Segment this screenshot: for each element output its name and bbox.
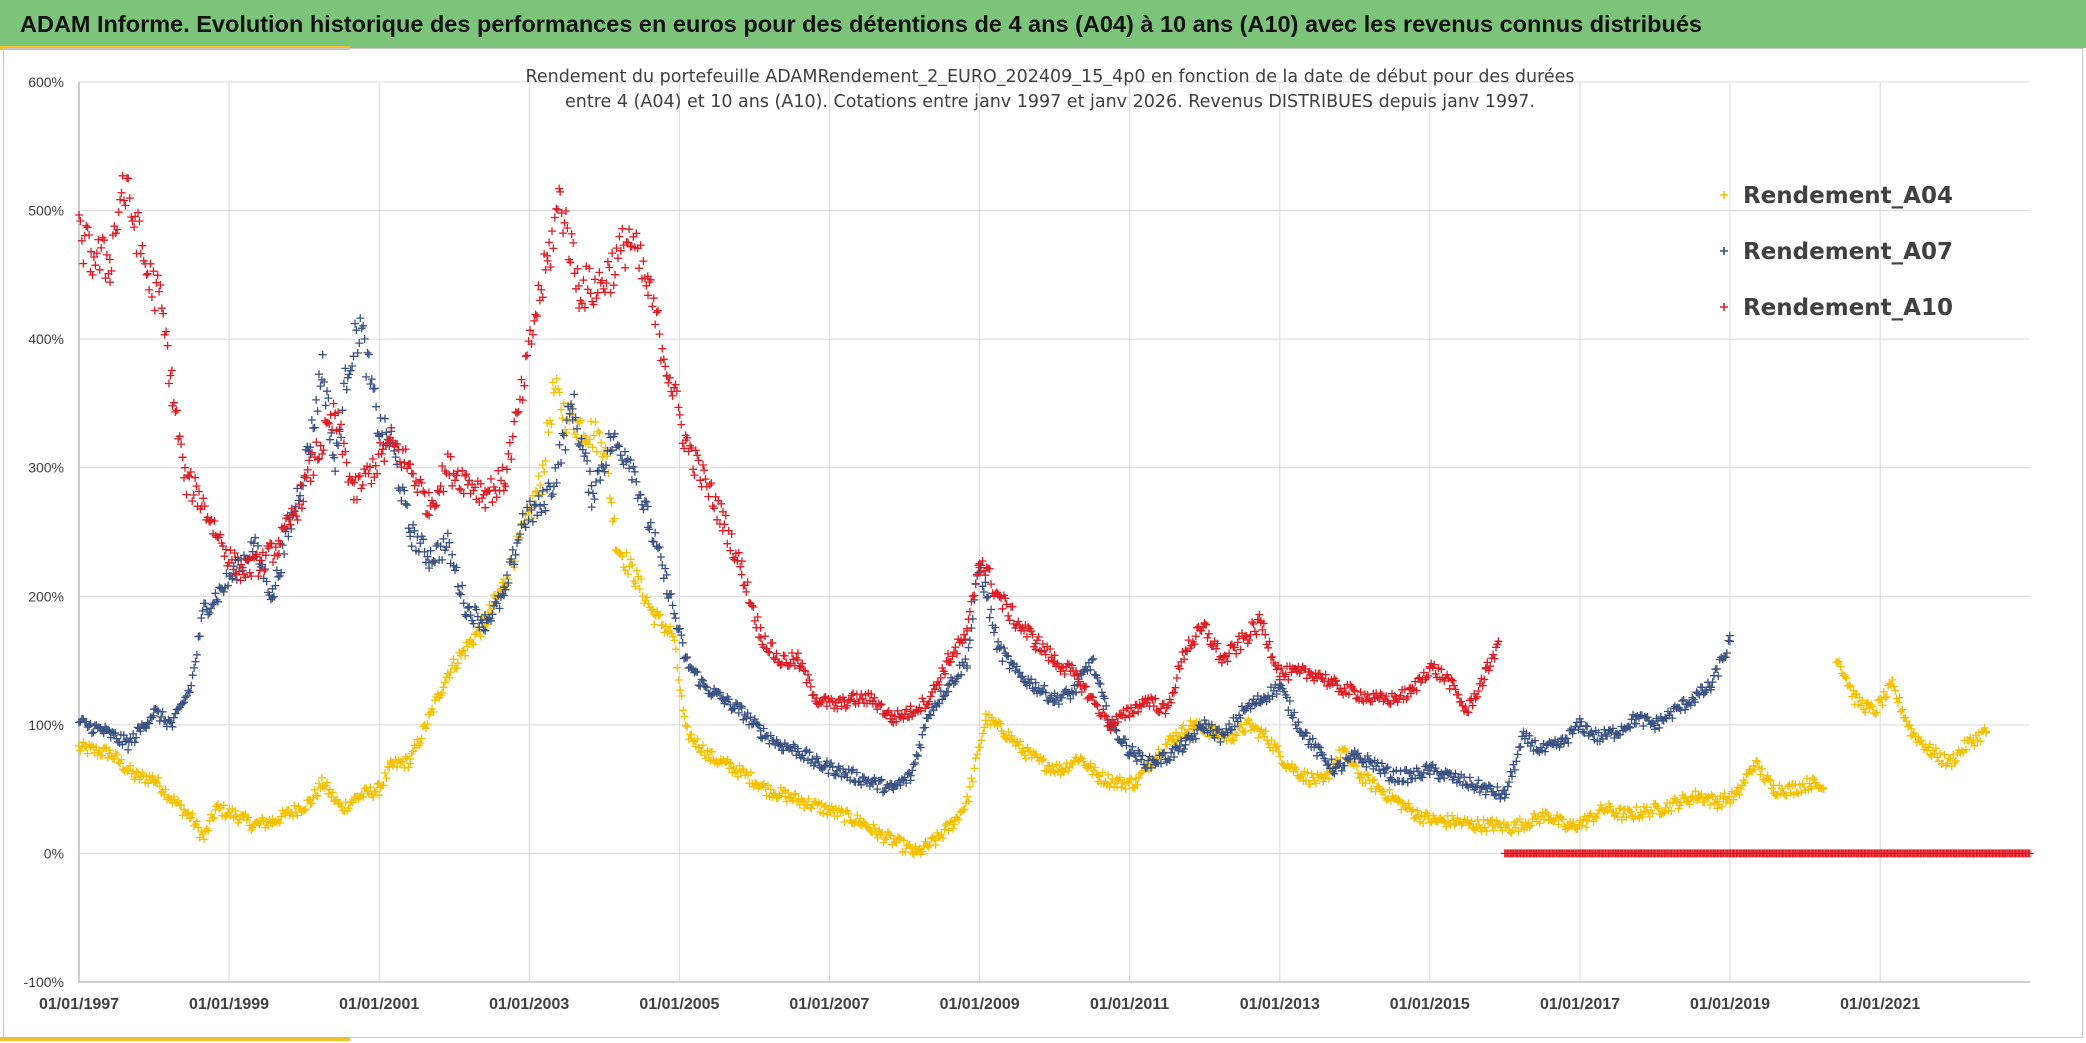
x-tick-label: 01/01/1999 (189, 996, 269, 1013)
x-tick-label: 01/01/1997 (39, 996, 119, 1013)
page-title: ADAM Informe. Evolution historique des p… (20, 10, 1702, 37)
chart-frame (3, 48, 2083, 1038)
legend-marker (1720, 247, 1728, 255)
y-tick-label: 100% (28, 717, 64, 733)
series-markers (1832, 657, 1991, 771)
data-series (75, 171, 2034, 859)
chart-title-line: Rendement du portefeuille ADAMRendement_… (525, 67, 1574, 87)
gridlines (78, 81, 2030, 983)
series-markers (1500, 849, 2034, 858)
x-tick-label: 01/01/2001 (339, 996, 419, 1013)
x-tick-label: 01/01/2013 (1240, 996, 1320, 1013)
legend: Rendement_A04 Rendement_A07 Rendement_A10 (1720, 183, 1953, 321)
x-axis-ticks: 01/01/1997 01/01/1999 01/01/2001 01/01/2003… (39, 996, 1920, 1013)
x-tick-label: 01/01/2009 (940, 996, 1020, 1013)
series-markers (75, 374, 1828, 859)
legend-label: Rendement_A07 (1743, 239, 1953, 265)
series-markers (75, 314, 1734, 803)
x-tick-label: 01/01/2011 (1090, 996, 1169, 1013)
x-tick-label: 01/01/2021 (1840, 996, 1920, 1013)
series-markers (75, 171, 1503, 735)
y-tick-label: 600% (28, 74, 64, 90)
y-tick-label: 500% (28, 203, 64, 219)
legend-label: Rendement_A04 (1743, 183, 1953, 209)
y-tick-label: 200% (28, 588, 64, 604)
header-banner: ADAM Informe. Evolution historique des p… (0, 0, 2086, 48)
x-tick-label: 01/01/2007 (789, 996, 869, 1013)
x-tick-label: 01/01/2019 (1690, 996, 1770, 1013)
series-Rendement_A04 (75, 374, 1991, 859)
y-tick-label: 400% (28, 331, 64, 347)
x-tick-label: 01/01/2005 (639, 996, 719, 1013)
x-tick-label: 01/01/2003 (489, 996, 569, 1013)
legend-marker (1720, 303, 1728, 311)
y-tick-label: 300% (28, 460, 64, 476)
y-tick-label: 0% (44, 845, 64, 861)
chart-title-line: entre 4 (A04) et 10 ans (A10). Cotations… (565, 92, 1535, 112)
legend-label: Rendement_A10 (1743, 295, 1953, 321)
chart-title: Rendement du portefeuille ADAMRendement_… (525, 67, 1574, 112)
accent-bar-bottom (0, 1037, 350, 1041)
x-tick-label: 01/01/2015 (1390, 996, 1470, 1013)
x-tick-label: 01/01/2017 (1540, 996, 1620, 1013)
series-Rendement_A10 (75, 171, 2034, 858)
series-Rendement_A07 (75, 314, 1734, 803)
y-tick-label: -100% (24, 974, 64, 990)
y-axis-ticks: -100% 0% 100% 200% 300% 400% 500% 600% (24, 74, 64, 990)
legend-marker (1720, 191, 1728, 199)
